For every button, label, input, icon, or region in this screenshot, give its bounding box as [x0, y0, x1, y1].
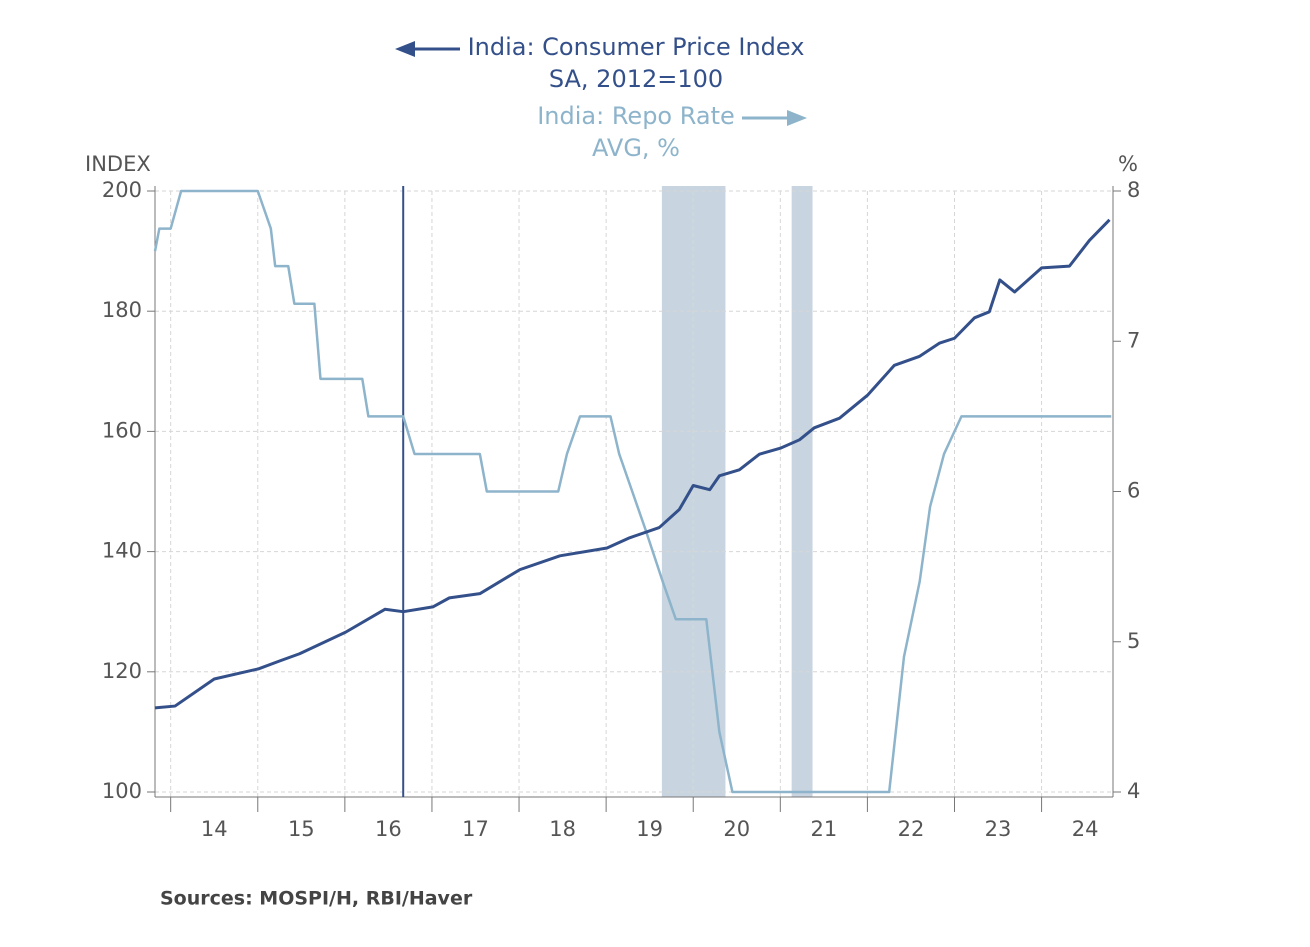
plot: 100 120 140 160 180 200 4 5 6 7 8 14 15 16 17 18 19 20 21 2…	[102, 178, 1140, 841]
y-tick-label: 100	[102, 779, 142, 803]
y-tick-label: 200	[102, 178, 142, 202]
y-tick-label: 160	[102, 418, 142, 442]
x-tick-label: 16	[375, 817, 402, 841]
y2-tick-label: 5	[1127, 629, 1140, 653]
x-tick-label: 19	[636, 817, 663, 841]
legend-repo: India: Repo Rate	[537, 102, 735, 130]
x-tick-label: 18	[549, 817, 576, 841]
x-tick-label: 24	[1072, 817, 1099, 841]
series-line	[154, 218, 1111, 710]
y2-tick-label: 8	[1127, 178, 1140, 202]
x-tick-label: 22	[898, 817, 925, 841]
x-tick-label: 17	[462, 817, 489, 841]
y2-tick-label: 4	[1127, 779, 1140, 803]
x-tick-label: 20	[723, 817, 750, 841]
y2-tick-label: 6	[1127, 479, 1140, 503]
y2-axis-label: %	[1118, 152, 1138, 176]
legend-cpi: India: Consumer Price Index	[468, 33, 805, 61]
x-tick-label: 23	[985, 817, 1012, 841]
legend-cpi-sub: SA, 2012=100	[549, 65, 723, 93]
x-tick-label: 14	[201, 817, 228, 841]
arrow-right	[742, 110, 807, 126]
shaded-period	[791, 186, 813, 797]
arrow-left	[395, 41, 460, 57]
x-tick-label: 15	[288, 817, 315, 841]
y-axis-label: INDEX	[85, 152, 151, 176]
legend-repo-sub: AVG, %	[592, 134, 680, 162]
y-tick-label: 180	[102, 298, 142, 322]
y2-tick-label: 7	[1127, 328, 1140, 352]
series-line	[153, 189, 1112, 794]
y-tick-label: 140	[102, 539, 142, 563]
source: Sources: MOSPI/H, RBI/Haver	[160, 888, 473, 910]
x-tick-label: 21	[810, 817, 837, 841]
y-tick-label: 120	[102, 659, 142, 683]
